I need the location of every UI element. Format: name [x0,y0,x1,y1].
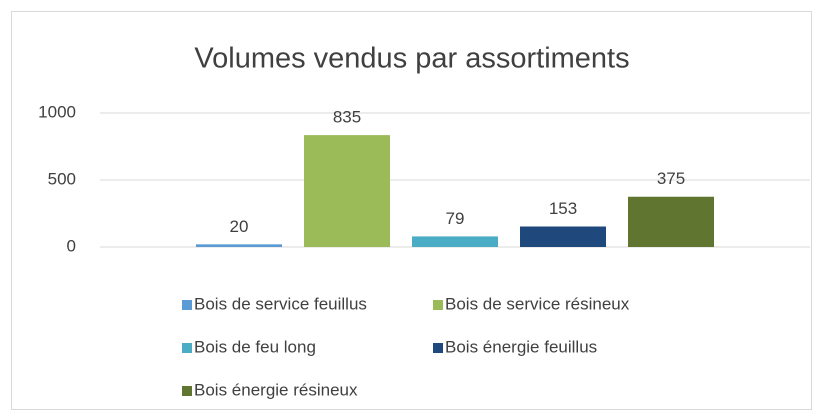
legend-label: Bois de service feuillus [194,294,367,313]
y-tick-label: 500 [48,169,76,188]
legend-swatch [182,386,192,396]
y-tick-label: 1000 [38,102,76,121]
bar [412,236,498,247]
legend-label: Bois énergie résineux [194,380,358,399]
legend-swatch [182,300,192,310]
legend-label: Bois énergie feuillus [445,337,597,356]
legend-label: Bois de feu long [194,337,316,356]
legend-swatch [182,343,192,353]
legend-label: Bois de service résineux [445,294,630,313]
legend-swatch [433,343,443,353]
legend-swatch [433,300,443,310]
y-tick-label: 0 [67,236,76,255]
bar [196,244,282,247]
bar [520,226,606,247]
chart-title: Volumes vendus par assortiments [194,43,629,75]
value-label: 835 [333,108,361,127]
value-label: 79 [446,209,465,228]
value-label: 20 [230,217,249,236]
bar [304,135,390,247]
value-label: 375 [657,169,685,188]
value-label: 153 [549,199,577,218]
bar [628,196,714,247]
